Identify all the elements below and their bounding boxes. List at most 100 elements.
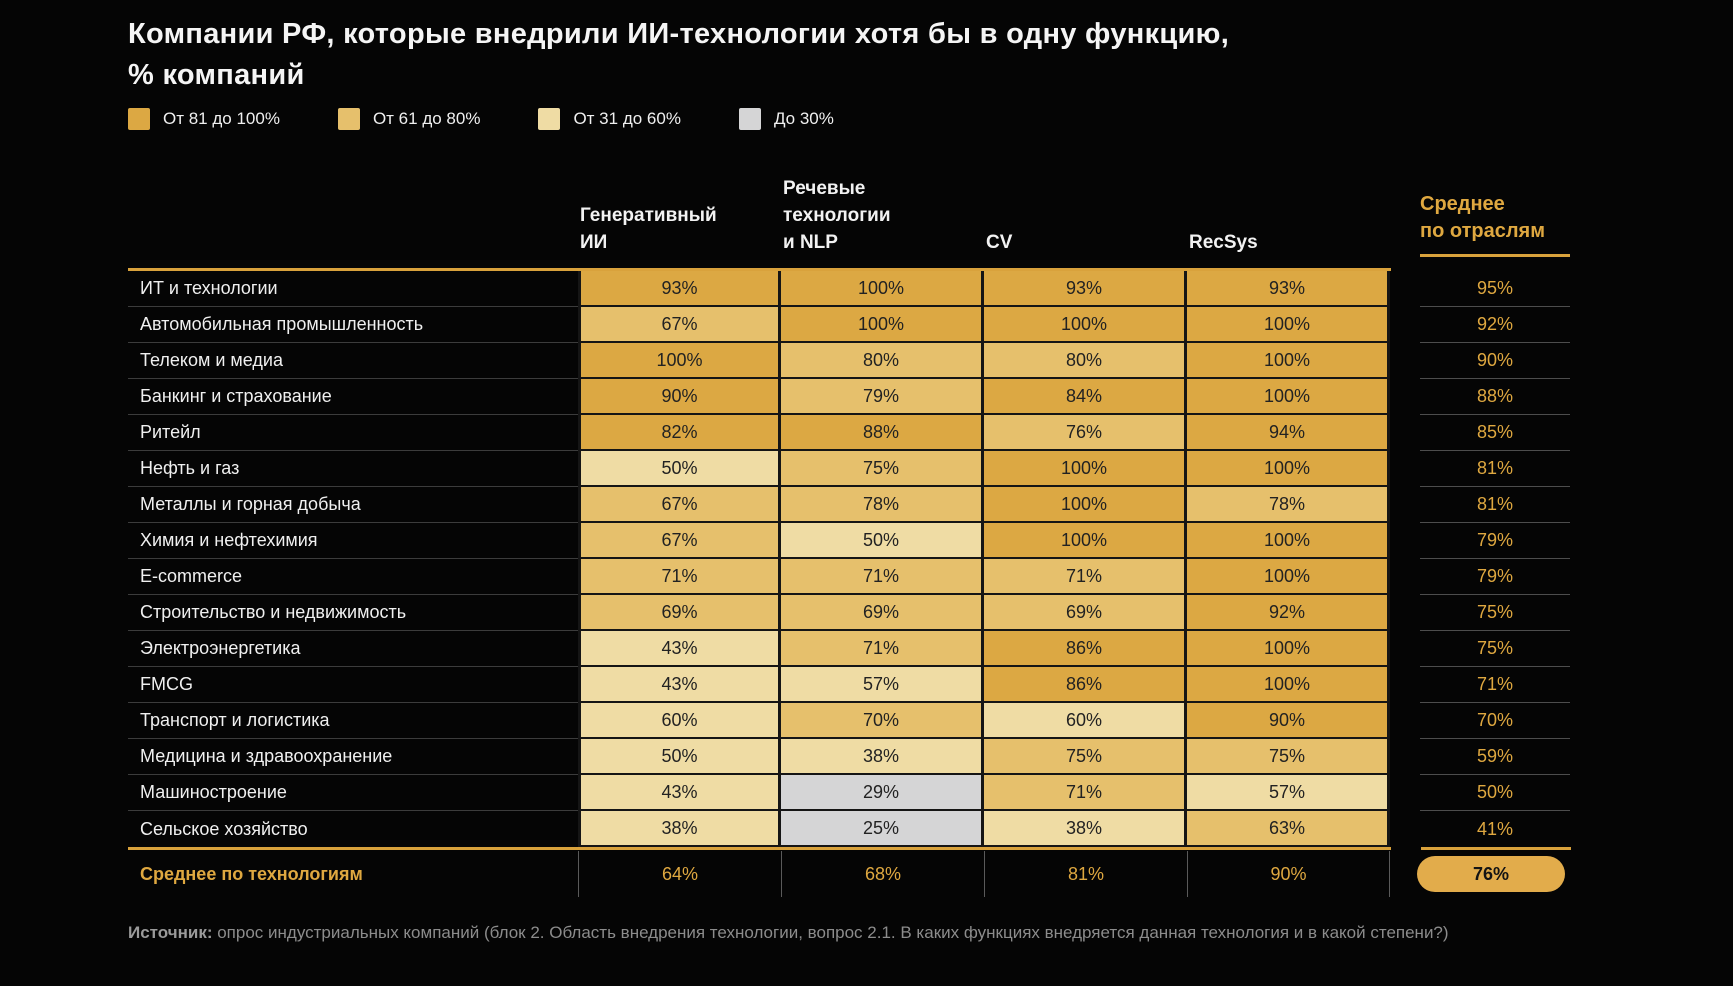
- heatmap-cell: 67%: [578, 307, 781, 343]
- row-label: ИТ и технологии: [128, 271, 578, 307]
- heatmap-cell: 29%: [781, 775, 984, 811]
- row-label: Металлы и горная добыча: [128, 487, 578, 523]
- row-gap: [1390, 523, 1420, 559]
- heatmap-cell: 50%: [781, 523, 984, 559]
- legend-label: От 31 до 60%: [573, 109, 681, 128]
- legend: От 81 до 100% От 61 до 80% От 31 до 60% До …: [128, 108, 892, 130]
- heatmap-cell: 94%: [1187, 415, 1390, 451]
- heatmap-cell: 80%: [984, 343, 1187, 379]
- legend-swatch-icon: [738, 108, 761, 130]
- column-header-generative-ai: Генеративный ИИ: [580, 205, 717, 253]
- table-row: Автомобильная промышленность 67% 100% 100% 1…: [128, 307, 1571, 343]
- heatmap-cell: 75%: [781, 451, 984, 487]
- row-label: Банкинг и страхование: [128, 379, 578, 415]
- column-header-speech-nlp: Речевые технологии и NLP: [783, 178, 891, 253]
- heatmap-cell: 60%: [984, 703, 1187, 739]
- row-label: Машиностроение: [128, 775, 578, 811]
- table-rows: ИТ и технологии 93% 100% 93% 93% 95% Автомобил…: [128, 271, 1571, 847]
- summary-value-generative-ai: 64%: [578, 851, 781, 897]
- row-average: 92%: [1420, 307, 1570, 343]
- heatmap-cell: 50%: [578, 739, 781, 775]
- heatmap-cell: 60%: [578, 703, 781, 739]
- heatmap-cell: 82%: [578, 415, 781, 451]
- heatmap-cell: 71%: [781, 559, 984, 595]
- row-label: Строительство и недвижимость: [128, 595, 578, 631]
- column-headers: Генеративный ИИ Речевые технологии и NLP…: [128, 146, 1571, 268]
- heatmap-cell: 38%: [984, 811, 1187, 847]
- table-row: Транспорт и логистика 60% 70% 60% 90% 70%: [128, 703, 1571, 739]
- source-note: Источник: опрос индустриальных компаний …: [128, 918, 1458, 948]
- legend-swatch-icon: [337, 108, 360, 130]
- row-average: 79%: [1420, 559, 1570, 595]
- heatmap-cell: 86%: [984, 667, 1187, 703]
- table-row: Металлы и горная добыча 67% 78% 100% 78% 81%: [128, 487, 1571, 523]
- summary-row-label: Среднее по технологиям: [140, 863, 363, 884]
- table-top-border-line: [128, 268, 1391, 271]
- heatmap-cell: 100%: [1187, 379, 1390, 415]
- table-row: Машиностроение 43% 29% 71% 57% 50%: [128, 775, 1571, 811]
- row-gap: [1390, 811, 1420, 847]
- heatmap-cell: 100%: [1187, 307, 1390, 343]
- row-label: Химия и нефтехимия: [128, 523, 578, 559]
- row-gap: [1390, 451, 1420, 487]
- page-title: Компании РФ, которые внедрили ИИ-техноло…: [128, 14, 1229, 96]
- heatmap-cell: 84%: [984, 379, 1187, 415]
- table-row: Электроэнергетика 43% 71% 86% 100% 75%: [128, 631, 1571, 667]
- overall-average-badge: 76%: [1417, 856, 1565, 892]
- row-label: Ритейл: [128, 415, 578, 451]
- heatmap-table: ИТ и технологии 93% 100% 93% 93% 95% Автомобил…: [128, 268, 1571, 850]
- heatmap-cell: 50%: [578, 451, 781, 487]
- table-row: E-commerce 71% 71% 71% 100% 79%: [128, 559, 1571, 595]
- heatmap-cell: 75%: [1187, 739, 1390, 775]
- row-average: 41%: [1476, 818, 1514, 839]
- table-row: Химия и нефтехимия 67% 50% 100% 100% 79%: [128, 523, 1571, 559]
- heatmap-cell: 43%: [578, 631, 781, 667]
- heatmap-cell: 93%: [578, 271, 781, 307]
- heatmap-cell: 69%: [578, 595, 781, 631]
- table-row: Телеком и медиа 100% 80% 80% 100% 90%: [128, 343, 1571, 379]
- row-average: 88%: [1420, 379, 1570, 415]
- row-gap: [1390, 307, 1420, 343]
- table-row: Строительство и недвижимость 69% 69% 69% 92%…: [128, 595, 1571, 631]
- heatmap-cell: 100%: [781, 307, 984, 343]
- row-gap: [1390, 703, 1420, 739]
- row-average: 95%: [1420, 271, 1570, 307]
- column-header-cv: CV: [986, 232, 1013, 253]
- row-label: Автомобильная промышленность: [128, 307, 578, 343]
- heatmap-cell: 88%: [781, 415, 984, 451]
- legend-swatch-icon: [128, 108, 150, 130]
- heatmap-cell: 100%: [984, 451, 1187, 487]
- heatmap-cell: 90%: [578, 379, 781, 415]
- table-row: Ритейл 82% 88% 76% 94% 85%: [128, 415, 1571, 451]
- heatmap-cell: 100%: [1187, 343, 1390, 379]
- row-gap: [1390, 487, 1420, 523]
- summary-value-cv: 81%: [984, 851, 1187, 897]
- row-average: 85%: [1420, 415, 1570, 451]
- row-average: 59%: [1420, 739, 1570, 775]
- source-text: опрос индустриальных компаний (блок 2. О…: [212, 923, 1449, 942]
- heatmap-cell: 100%: [1187, 523, 1390, 559]
- heatmap-cell: 100%: [1187, 451, 1390, 487]
- row-average: 81%: [1420, 451, 1570, 487]
- row-gap: [1390, 559, 1420, 595]
- row-gap: [1390, 379, 1420, 415]
- heatmap-cell: 70%: [781, 703, 984, 739]
- row-gap: [1390, 667, 1420, 703]
- page-title-line1: Компании РФ, которые внедрили ИИ-техноло…: [128, 18, 1230, 50]
- heatmap-cell: 57%: [1187, 775, 1390, 811]
- row-average: 71%: [1420, 667, 1570, 703]
- table-row: FMCG 43% 57% 86% 100% 71%: [128, 667, 1571, 703]
- heatmap-cell: 57%: [781, 667, 984, 703]
- legend-label: От 61 до 80%: [372, 109, 481, 128]
- heatmap-cell: 69%: [984, 595, 1187, 631]
- legend-item: От 31 до 60%: [538, 108, 681, 130]
- row-average: 75%: [1420, 631, 1570, 667]
- heatmap-cell: 100%: [578, 343, 781, 379]
- heatmap-cell: 93%: [984, 271, 1187, 307]
- heatmap-cell: 63%: [1187, 811, 1390, 847]
- row-average: 81%: [1420, 487, 1570, 523]
- heatmap-cell: 43%: [578, 667, 781, 703]
- legend-item: От 81 до 100%: [128, 108, 280, 130]
- heatmap-cell: 100%: [984, 523, 1187, 559]
- column-header-recsys: RecSys: [1189, 232, 1258, 253]
